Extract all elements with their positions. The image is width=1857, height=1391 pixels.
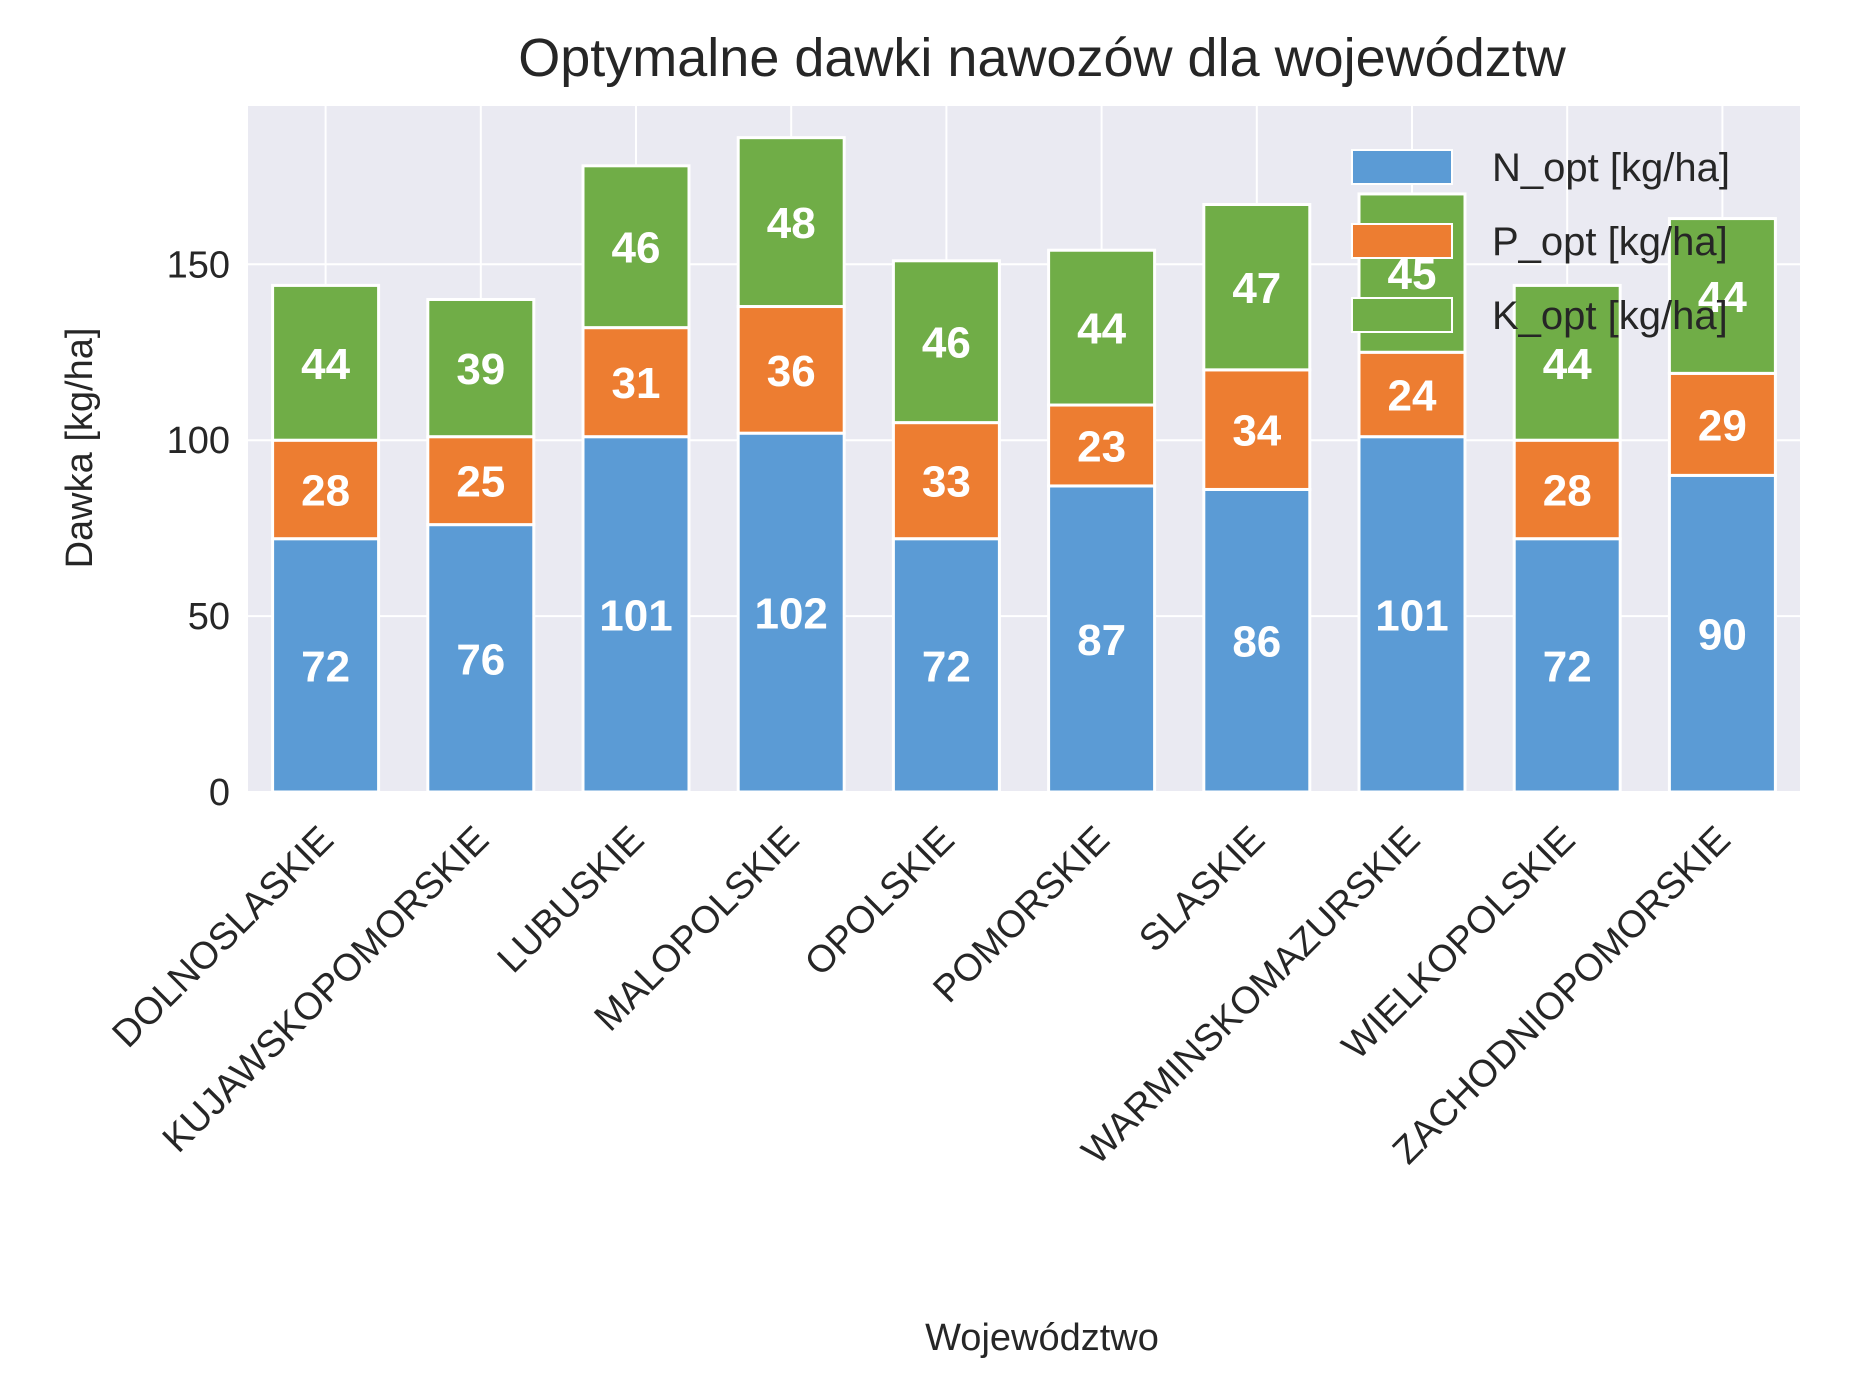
bar-segment-n <box>581 435 691 794</box>
bar-segment-k <box>1512 283 1622 442</box>
bars <box>271 136 1777 794</box>
bar-segment-n <box>736 431 846 794</box>
bar-value-label: 44 <box>1077 305 1126 354</box>
bar-value-label: 46 <box>612 224 661 273</box>
bar-value-label: 33 <box>922 458 971 507</box>
bar-value-label: 44 <box>1698 273 1747 322</box>
bar-value-label: 47 <box>1232 264 1281 313</box>
y-tick-label: 150 <box>167 244 230 286</box>
bar-value-label: 31 <box>612 359 661 408</box>
bar-value-labels: 72 28 44 76 25 39 101 31 46 102 36 48 72 33 46 87 23 44 86… <box>301 199 1747 691</box>
legend-swatch <box>1351 223 1453 259</box>
y-axis-ticks: 0 50 100 150 <box>167 244 230 814</box>
bar-value-label: 44 <box>1543 340 1592 389</box>
y-tick-label: 100 <box>167 420 230 462</box>
bar-value-label: 101 <box>599 591 672 640</box>
bar-segment-p <box>1047 403 1157 488</box>
bar-value-label: 36 <box>767 347 816 396</box>
legend-swatch <box>1351 297 1453 333</box>
bar-value-label: 24 <box>1388 371 1437 420</box>
bar-segment-k <box>271 283 381 442</box>
bar-value-label: 87 <box>1077 616 1126 665</box>
bar-value-label: 34 <box>1232 407 1281 456</box>
bar-segment-n <box>1202 487 1312 794</box>
bar-segment-n <box>271 537 381 794</box>
bar-value-label: 28 <box>301 466 350 515</box>
bar-value-label: 72 <box>301 642 350 691</box>
bar-value-label: 48 <box>767 199 816 248</box>
bar-segment-k <box>891 259 1001 425</box>
bar-value-label: 101 <box>1375 591 1448 640</box>
bar-value-label: 44 <box>301 340 350 389</box>
bar-segment-k <box>581 164 691 330</box>
bar-segment-k <box>426 297 536 439</box>
y-axis-label: Dawka [kg/ha] <box>59 328 101 569</box>
legend-swatch <box>1351 149 1453 185</box>
bar-segment-k <box>736 136 846 309</box>
chart-title: Optymalne dawki nawozów dla województw <box>518 28 1566 88</box>
bar-value-label: 39 <box>456 345 505 394</box>
bar-value-label: 72 <box>922 642 971 691</box>
bar-value-label: 28 <box>1543 466 1592 515</box>
legend-label: N_opt [kg/ha] <box>1492 146 1730 190</box>
x-axis-label: Województwo <box>925 1317 1159 1359</box>
bar-segment-p <box>1202 368 1312 491</box>
legend-label: K_opt [kg/ha] <box>1492 294 1728 338</box>
bar-segment-p <box>736 305 846 435</box>
bar-value-label: 25 <box>456 458 505 507</box>
y-tick-label: 50 <box>188 596 230 638</box>
bar-segment-p <box>426 435 536 527</box>
bar-segment-n <box>1357 435 1467 794</box>
bar-value-label: 72 <box>1543 642 1592 691</box>
bar-segment-p <box>271 438 381 541</box>
bar-value-label: 76 <box>456 635 505 684</box>
bar-segment-k <box>1047 248 1157 407</box>
bar-value-label: 102 <box>754 590 827 639</box>
bar-segment-p <box>891 421 1001 541</box>
bar-segment-p <box>1512 438 1622 541</box>
y-tick-label: 0 <box>209 772 230 814</box>
bar-segment-n <box>1512 537 1622 794</box>
bar-value-label: 86 <box>1232 618 1281 667</box>
bar-value-label: 23 <box>1077 422 1126 471</box>
bar-value-label: 29 <box>1698 401 1747 450</box>
bar-value-label: 46 <box>922 319 971 368</box>
legend-label: P_opt [kg/ha] <box>1492 220 1728 264</box>
legend: N_opt [kg/ha] P_opt [kg/ha] K_opt [kg/ha] <box>1351 146 1730 338</box>
bar-segment-n <box>426 523 536 794</box>
bar-segment-n <box>891 537 1001 794</box>
bar-segment-k <box>1202 203 1312 372</box>
bar-segment-k <box>1667 217 1777 375</box>
bar-value-label: 90 <box>1698 611 1747 660</box>
bar-segment-p <box>581 326 691 439</box>
